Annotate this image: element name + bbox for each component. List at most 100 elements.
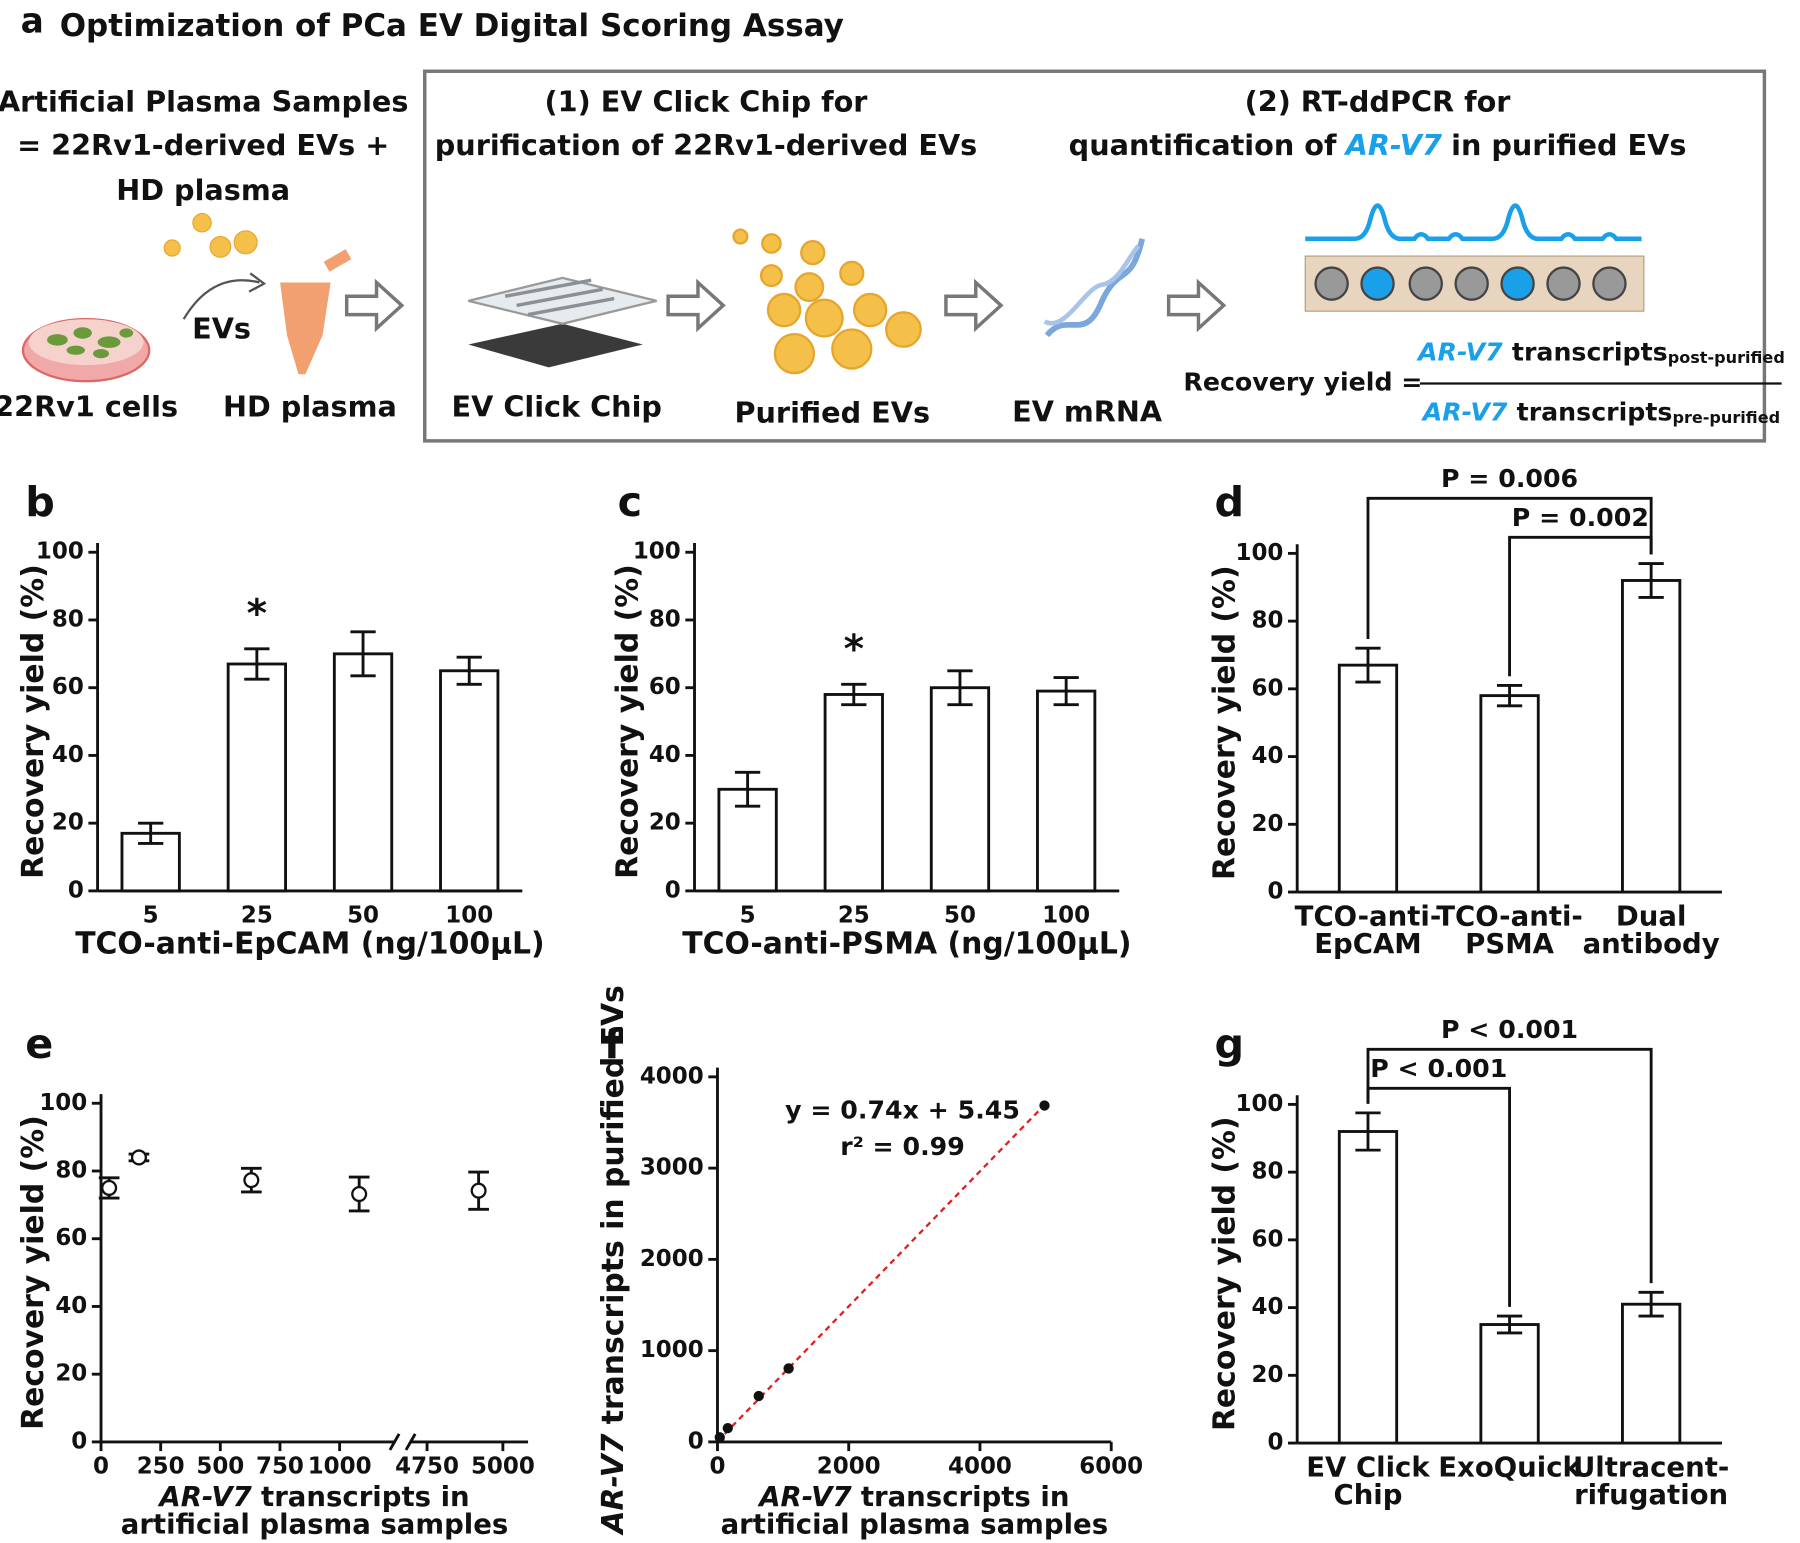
tube bbox=[280, 282, 331, 375]
label-part: transcripts in purified EVs bbox=[596, 985, 631, 1424]
x-tick-label: 6000 bbox=[1079, 1454, 1143, 1480]
x-tick-label: 250 bbox=[137, 1454, 185, 1480]
x-axis-label: TCO-anti-PSMA (ng/100μL) bbox=[682, 926, 1131, 961]
chip-channels bbox=[504, 278, 615, 317]
x-tick-label: rifugation bbox=[1574, 1479, 1728, 1511]
p-value: P < 0.001 bbox=[1370, 1054, 1507, 1083]
x-tick-label: Dual bbox=[1616, 900, 1687, 932]
point bbox=[714, 1432, 725, 1443]
x-tick-label: 100 bbox=[1042, 903, 1090, 929]
cells-label: 22Rv1 cells bbox=[0, 390, 178, 424]
y-tick-label: 80 bbox=[55, 1157, 87, 1183]
workflow-box bbox=[423, 69, 1767, 443]
y-tick-label: 20 bbox=[649, 810, 681, 836]
x-tick-label: antibody bbox=[1583, 928, 1720, 960]
mrna-strand bbox=[1044, 238, 1146, 338]
bar bbox=[929, 686, 991, 893]
ev bbox=[800, 239, 826, 266]
y-tick-label: 0 bbox=[71, 1428, 87, 1454]
y-axis-label: AR-V7 transcripts in purified EVs bbox=[596, 985, 631, 1535]
subscript: pre-purified bbox=[1672, 407, 1780, 426]
ev bbox=[804, 298, 844, 338]
y-tick-label: 40 bbox=[55, 1293, 87, 1319]
ev bbox=[831, 328, 873, 370]
panel-label: f bbox=[604, 1020, 623, 1068]
plasma-label: HD plasma bbox=[223, 390, 397, 424]
x-tick-label: 5 bbox=[740, 903, 756, 929]
y-tick-label: 40 bbox=[52, 742, 84, 768]
x-axis-label: AR-V7 transcripts in bbox=[157, 1481, 469, 1513]
error-bar bbox=[350, 630, 376, 678]
bar bbox=[226, 662, 287, 893]
cell bbox=[92, 349, 110, 359]
error-bar bbox=[1496, 1314, 1523, 1335]
y-tick-label: 60 bbox=[55, 1225, 87, 1251]
ev bbox=[794, 272, 825, 302]
droplet bbox=[1360, 266, 1395, 301]
point bbox=[470, 1182, 487, 1199]
error-bar bbox=[138, 821, 164, 845]
y-tick-label: 1000 bbox=[640, 1337, 704, 1363]
error-bar bbox=[1496, 684, 1523, 708]
y-tick-label: 0 bbox=[1267, 879, 1283, 905]
x-axis-label: artificial plasma samples bbox=[721, 1509, 1109, 1541]
p-value: P = 0.006 bbox=[1441, 464, 1578, 493]
x-tick-label: TCO-anti- bbox=[1436, 900, 1583, 932]
y-axis-label: Recovery yield (%) bbox=[1208, 1116, 1243, 1431]
gene-name: AR-V7 bbox=[1344, 128, 1442, 162]
subscript: post-purified bbox=[1668, 348, 1785, 367]
x-tick-label: 0 bbox=[93, 1454, 109, 1480]
y-tick-label: 3000 bbox=[640, 1155, 704, 1181]
point bbox=[753, 1390, 764, 1402]
bar bbox=[1479, 694, 1540, 894]
significance-marker: * bbox=[844, 628, 864, 673]
x-tick-label: PSMA bbox=[1465, 928, 1554, 960]
curved-arrow bbox=[182, 279, 260, 320]
bar bbox=[1621, 579, 1682, 894]
ev bbox=[163, 239, 181, 257]
comparison-bracket bbox=[1508, 535, 1653, 677]
y-tick-label: 20 bbox=[1251, 1362, 1283, 1388]
y-tick-label: 80 bbox=[1251, 608, 1283, 634]
error-bar bbox=[456, 655, 482, 686]
x-tick-label: EV Click bbox=[1306, 1451, 1430, 1483]
x-tick-label: 2000 bbox=[817, 1454, 881, 1480]
y-tick-label: 60 bbox=[1251, 675, 1283, 701]
arrows bbox=[344, 278, 1227, 333]
droplet bbox=[1454, 266, 1489, 301]
y-tick-label: 0 bbox=[688, 1428, 704, 1454]
y-tick-label: 100 bbox=[36, 539, 84, 565]
channel bbox=[504, 278, 592, 298]
x-tick-label: Chip bbox=[1333, 1479, 1402, 1511]
error-bar bbox=[1355, 1111, 1381, 1152]
x-tick-label: Ultracent- bbox=[1573, 1451, 1729, 1483]
error-bar bbox=[734, 770, 761, 808]
channel bbox=[516, 287, 603, 308]
petri-dish-inner bbox=[28, 319, 144, 366]
cell bbox=[73, 327, 92, 339]
comparison-bracket bbox=[1366, 1086, 1512, 1307]
formula-lhs: Recovery yield = bbox=[1183, 367, 1422, 396]
ev bbox=[209, 235, 232, 258]
cells bbox=[47, 327, 134, 359]
y-tick-label: 20 bbox=[52, 810, 84, 836]
p-value: P = 0.002 bbox=[1512, 503, 1649, 532]
bar bbox=[1479, 1323, 1540, 1445]
point bbox=[351, 1185, 368, 1203]
annotation: y = 0.74x + 5.45 bbox=[785, 1095, 1020, 1124]
label-part: AR-V7 bbox=[757, 1481, 852, 1513]
point bbox=[783, 1363, 794, 1374]
y-axis-label: Recovery yield (%) bbox=[611, 564, 646, 879]
x-tick-label: 0 bbox=[709, 1454, 725, 1480]
heading-line: = 22Rv1-derived EVs + bbox=[17, 128, 389, 162]
bar bbox=[1036, 689, 1097, 893]
arrow-head bbox=[248, 272, 267, 293]
ev bbox=[852, 292, 888, 328]
p-value: P < 0.001 bbox=[1441, 1015, 1578, 1044]
arrow bbox=[666, 278, 726, 333]
error-bar bbox=[947, 669, 973, 707]
step-headings: (1) EV Click Chip for purification of 22… bbox=[435, 84, 1687, 162]
x-tick-label: ExoQuick bbox=[1438, 1451, 1581, 1483]
text-part: transcripts bbox=[1517, 397, 1673, 426]
